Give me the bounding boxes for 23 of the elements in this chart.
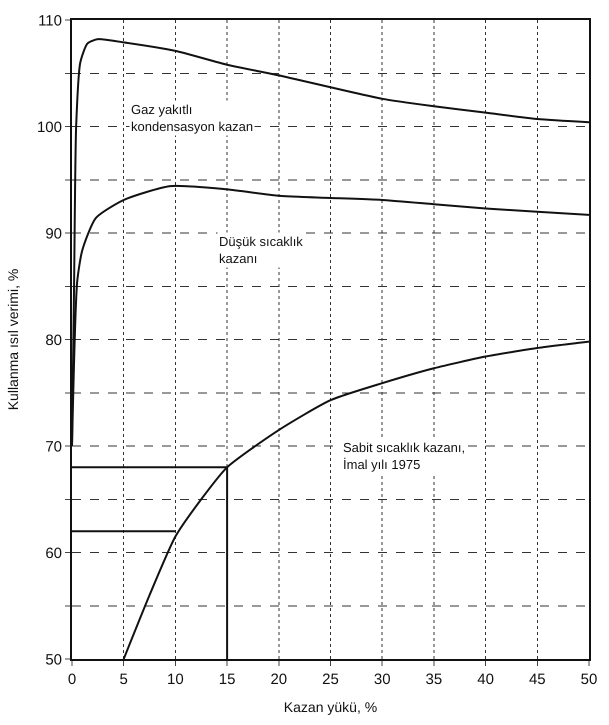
y-tick-label: 50	[45, 651, 62, 668]
annotation: Düşük sıcaklık kazanı	[219, 234, 304, 266]
y-tick-label: 100	[36, 118, 62, 136]
x-tick-label: 40	[477, 671, 494, 688]
x-axis-title: Kazan yükü, %	[284, 698, 378, 715]
x-tick-label: 25	[322, 671, 339, 688]
y-tick-label: 70	[45, 438, 62, 456]
x-tick-label: 5	[120, 671, 128, 688]
x-tick-label: 35	[426, 671, 442, 688]
y-tick-label: 60	[45, 544, 62, 562]
annotation: Sabit sıcaklık kazanı, İmal yılı 1975	[343, 440, 466, 472]
y-axis-title: Kullanma ısıl verimi, %	[5, 268, 22, 410]
x-tick-label: 10	[167, 671, 184, 688]
annotation: Gaz yakıtlı kondensasyon kazan	[131, 102, 254, 134]
y-tick-label: 110	[38, 12, 62, 30]
x-tick-label: 0	[68, 671, 76, 688]
y-tick-label: 90	[45, 225, 62, 242]
x-tick-label: 30	[374, 671, 391, 688]
x-tick-label: 15	[218, 671, 236, 688]
x-tick-label: 50	[580, 671, 598, 688]
x-tick-label: 20	[270, 671, 288, 688]
y-tick-label: 80	[45, 332, 62, 349]
x-tick-label: 45	[528, 671, 546, 688]
